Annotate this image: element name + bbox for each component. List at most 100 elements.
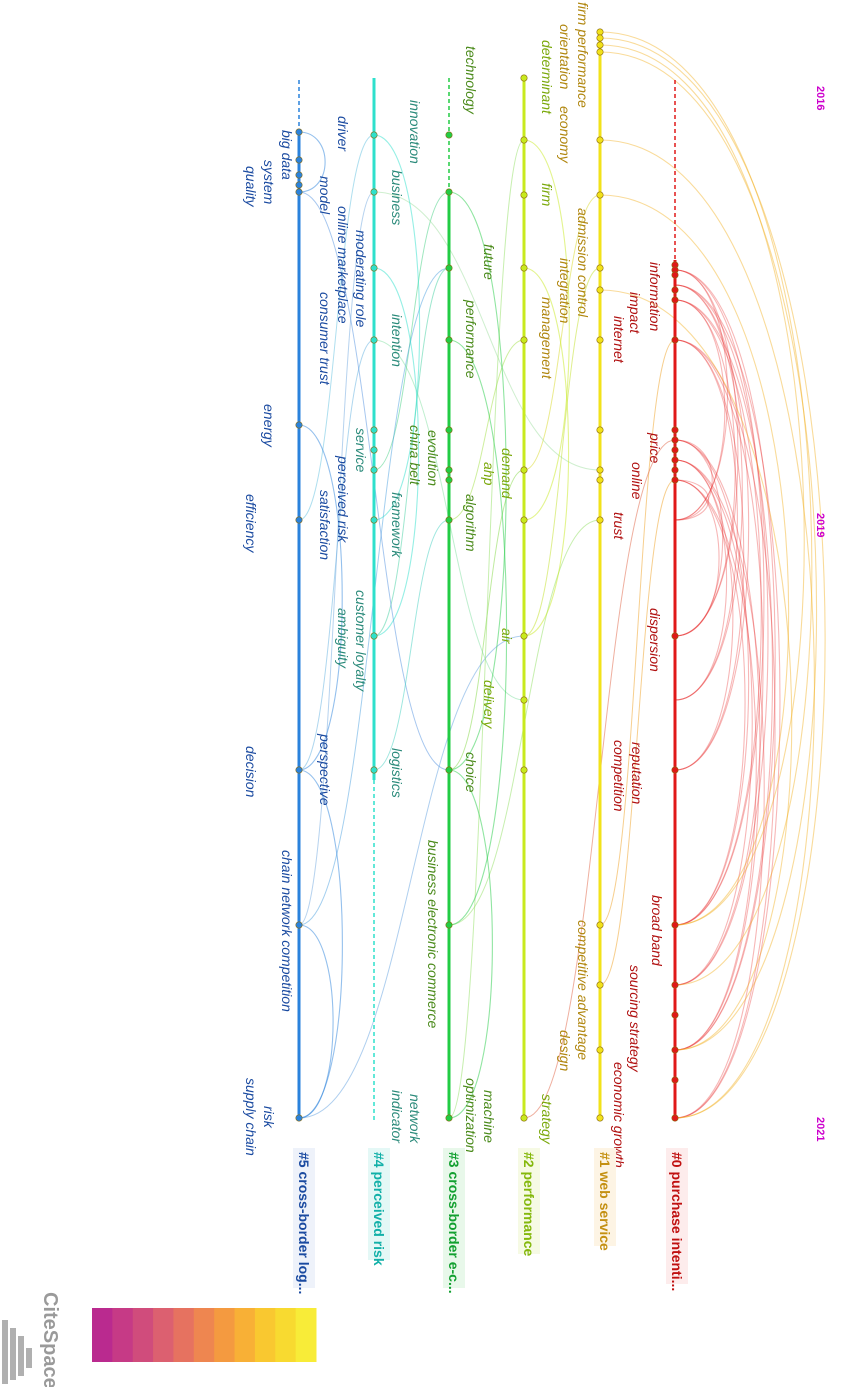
- keyword-node: [520, 336, 528, 344]
- keyword-node: [445, 264, 453, 272]
- keyword-label: firm performance: [575, 2, 591, 108]
- keyword-node: [295, 188, 303, 196]
- link-arc: [448, 191, 507, 771]
- link-curve: [373, 267, 450, 637]
- co-occurrence-links: [298, 31, 826, 1119]
- keyword-node: [671, 296, 679, 304]
- link-arc: [674, 284, 769, 986]
- keyword-node: [445, 476, 453, 484]
- keyword-label: indicator: [389, 1090, 405, 1144]
- keyword-node: [445, 188, 453, 196]
- keyword-node: [295, 156, 303, 164]
- link-curve: [373, 519, 450, 771]
- link-arc: [674, 339, 738, 701]
- keyword-node: [520, 191, 528, 199]
- keyword-node: [295, 171, 303, 179]
- link-arc: [599, 139, 815, 1119]
- keyword-label: competitive advantage: [575, 920, 591, 1060]
- keyword-node: [596, 28, 604, 36]
- link-arc: [674, 269, 739, 637]
- link-arc: [674, 459, 734, 771]
- keyword-node: [295, 181, 303, 189]
- link-arc: [599, 31, 813, 986]
- legend-swatch: [234, 1308, 256, 1362]
- keyword-node: [596, 426, 604, 434]
- link-curve: [298, 191, 375, 926]
- keyword-label: delivery: [481, 680, 497, 729]
- link-arc: [599, 44, 805, 926]
- keyword-label: service: [353, 428, 369, 473]
- link-arc: [674, 459, 728, 701]
- keyword-node: [445, 131, 453, 139]
- link-arc: [674, 479, 757, 1051]
- year-label-2019: 2019: [814, 513, 826, 537]
- keyword-label: machine: [481, 1090, 497, 1143]
- keyword-node: [671, 476, 679, 484]
- link-arc: [599, 37, 826, 1119]
- keyword-node: [370, 336, 378, 344]
- keyword-node: [596, 136, 604, 144]
- keyword-node: [671, 466, 679, 474]
- keyword-label: model: [317, 176, 333, 215]
- link-arc: [523, 139, 570, 521]
- logo-text: CiteSpace: [39, 1292, 61, 1387]
- keyword-node: [370, 426, 378, 434]
- keyword-label: economy: [557, 106, 573, 164]
- link-arc: [674, 269, 765, 926]
- link-arc: [674, 269, 776, 1051]
- keyword-node: [596, 1114, 604, 1122]
- link-arc: [674, 339, 745, 771]
- keyword-node: [520, 1114, 528, 1122]
- keyword-node: [445, 766, 453, 774]
- keyword-node: [596, 466, 604, 474]
- keyword-label: integration: [557, 258, 573, 324]
- keyword-node: [671, 921, 679, 929]
- keyword-node: [671, 336, 679, 344]
- link-curve: [599, 479, 676, 986]
- keyword-node: [671, 1011, 679, 1019]
- link-arc: [674, 284, 781, 1119]
- keyword-label: impact: [627, 292, 643, 334]
- keyword-node: [445, 426, 453, 434]
- svg-text:#2 performance: #2 performance: [521, 1152, 537, 1256]
- keyword-label: driver: [335, 116, 351, 152]
- legend-swatch: [92, 1308, 113, 1362]
- keyword-node: [445, 921, 453, 929]
- cluster-label-5: #5 cross-border log...: [293, 1148, 315, 1294]
- keyword-node: [520, 516, 528, 524]
- keyword-label: performance: [463, 299, 479, 379]
- keyword-label: internet: [611, 316, 627, 364]
- keyword-label: moderating role: [353, 230, 369, 327]
- link-arc: [298, 424, 343, 771]
- svg-text:#3 cross-border e-c...: #3 cross-border e-c...: [446, 1152, 462, 1294]
- keyword-label: future: [481, 244, 497, 280]
- link-arc: [674, 439, 713, 521]
- keyword-label: perceived risk: [335, 455, 351, 543]
- keyword-label: intention: [389, 314, 405, 367]
- link-curve: [298, 134, 375, 521]
- keyword-label: economic growth: [611, 1062, 627, 1168]
- keyword-node: [370, 446, 378, 454]
- legend-swatch: [132, 1308, 154, 1362]
- keyword-label: online: [629, 462, 645, 500]
- year-label-2021: 2021: [814, 1117, 826, 1141]
- keyword-label: decision: [243, 746, 259, 798]
- keyword-node: [295, 921, 303, 929]
- keyword-node: [671, 1114, 679, 1122]
- keyword-node: [370, 188, 378, 196]
- year-label-2016: 2016: [814, 86, 826, 110]
- keyword-label: innovation: [407, 100, 423, 164]
- link-arc: [674, 439, 750, 926]
- link-arc: [674, 339, 764, 986]
- cluster-label-2: #2 performance: [518, 1148, 540, 1256]
- keyword-label: efficiency: [243, 494, 259, 553]
- link-arc: [674, 439, 761, 1051]
- keyword-node: [596, 336, 604, 344]
- keyword-label: optimization: [463, 1078, 479, 1153]
- citespace-logo: CiteSpace: [2, 1292, 61, 1389]
- keyword-label: dispersion: [647, 608, 663, 672]
- keyword-node: [596, 1046, 604, 1054]
- keyword-label: firm: [539, 183, 555, 207]
- keyword-node: [520, 466, 528, 474]
